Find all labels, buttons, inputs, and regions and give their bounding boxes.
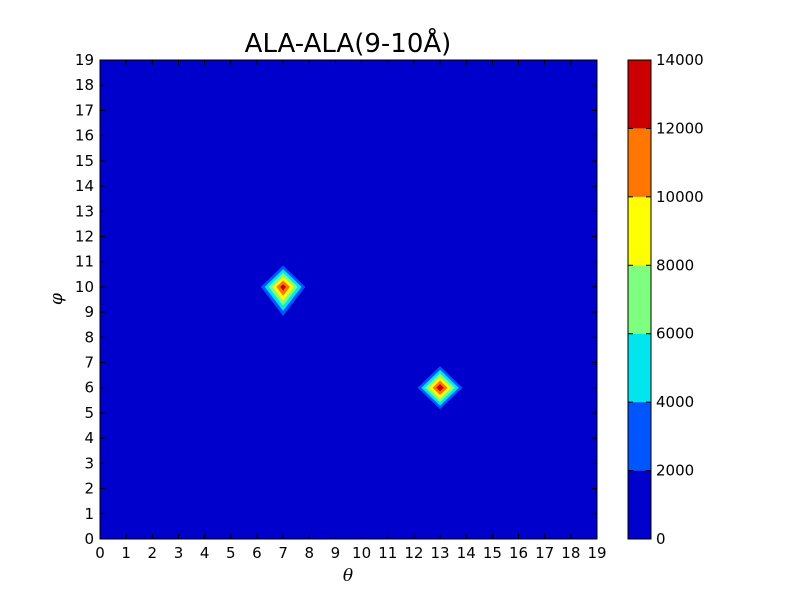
y-tick-label: 14 [75,177,94,195]
x-tick-label: 16 [509,544,528,562]
colorbar-tick-label: 10000 [656,188,704,206]
y-tick-label: 0 [84,530,94,548]
colorbar-tick-label: 12000 [656,119,704,137]
y-tick-label: 17 [75,101,94,119]
y-tick-label: 12 [75,227,94,245]
x-tick-label: 18 [561,544,580,562]
x-tick-label: 13 [431,544,450,562]
y-tick-label: 6 [84,379,94,397]
x-tick-label: 7 [278,544,288,562]
x-tick-label: 3 [174,544,184,562]
colorbar-tick-label: 4000 [656,393,694,411]
chart-title: ALA-ALA(9-10Å) [245,27,452,59]
y-tick-label: 4 [84,429,94,447]
y-tick-label: 1 [84,505,94,523]
contour-band [436,384,444,392]
x-tick-label: 9 [331,544,341,562]
y-tick-label: 11 [75,253,94,271]
y-tick-label: 8 [84,328,94,346]
colorbar-segment [628,402,651,471]
x-tick-label: 5 [226,544,236,562]
y-tick-label: 19 [75,51,94,69]
plot-frame [99,59,598,540]
contour-band [280,284,287,291]
y-tick-label: 2 [84,480,94,498]
y-axis-label: φ [47,293,67,305]
colorbar-tick-label: 0 [656,530,666,548]
x-tick-label: 19 [587,544,606,562]
x-tick-label: 14 [457,544,476,562]
x-tick-label: 4 [200,544,210,562]
x-axis-ticks: 0 1 2 3 4 5 6 7 8 9 10 11 12 13 14 15 16 17 18 19 [95,60,607,562]
y-tick-label: 9 [84,303,94,321]
x-tick-label: 17 [535,544,554,562]
x-tick-label: 0 [95,544,105,562]
y-tick-label: 10 [75,278,94,296]
heatmap-background [100,60,597,539]
x-tick-label: 12 [404,544,423,562]
colorbar-tick-label: 14000 [656,51,704,69]
colorbar-segment [628,128,651,197]
colorbar-tick-label: 2000 [656,462,694,480]
x-tick-label: 15 [483,544,502,562]
y-tick-label: 16 [75,127,94,145]
x-tick-label: 1 [121,544,131,562]
colorbar-tick-label: 6000 [656,325,694,343]
plot-area [99,59,598,540]
colorbar-segment [628,265,651,334]
x-tick-label: 11 [378,544,397,562]
x-tick-label: 8 [304,544,314,562]
x-tick-label: 2 [148,544,158,562]
colorbar-segment [628,333,651,403]
y-tick-label: 7 [84,354,94,372]
colorbar: 0 2000 4000 6000 8000 10000 12000 14000 [627,51,704,548]
colorbar-segment [628,470,651,539]
x-tick-label: 10 [352,544,371,562]
y-tick-label: 18 [75,76,94,94]
y-tick-label: 5 [84,404,94,422]
colorbar-tick-label: 8000 [656,256,694,274]
colorbar-segment [628,196,651,266]
x-tick-label: 6 [252,544,262,562]
y-tick-label: 13 [75,202,94,220]
colorbar-frame [627,59,652,540]
y-tick-label: 3 [84,454,94,472]
colorbar-segment [628,60,651,129]
y-tick-label: 15 [75,152,94,170]
x-axis-label: θ [343,566,353,586]
